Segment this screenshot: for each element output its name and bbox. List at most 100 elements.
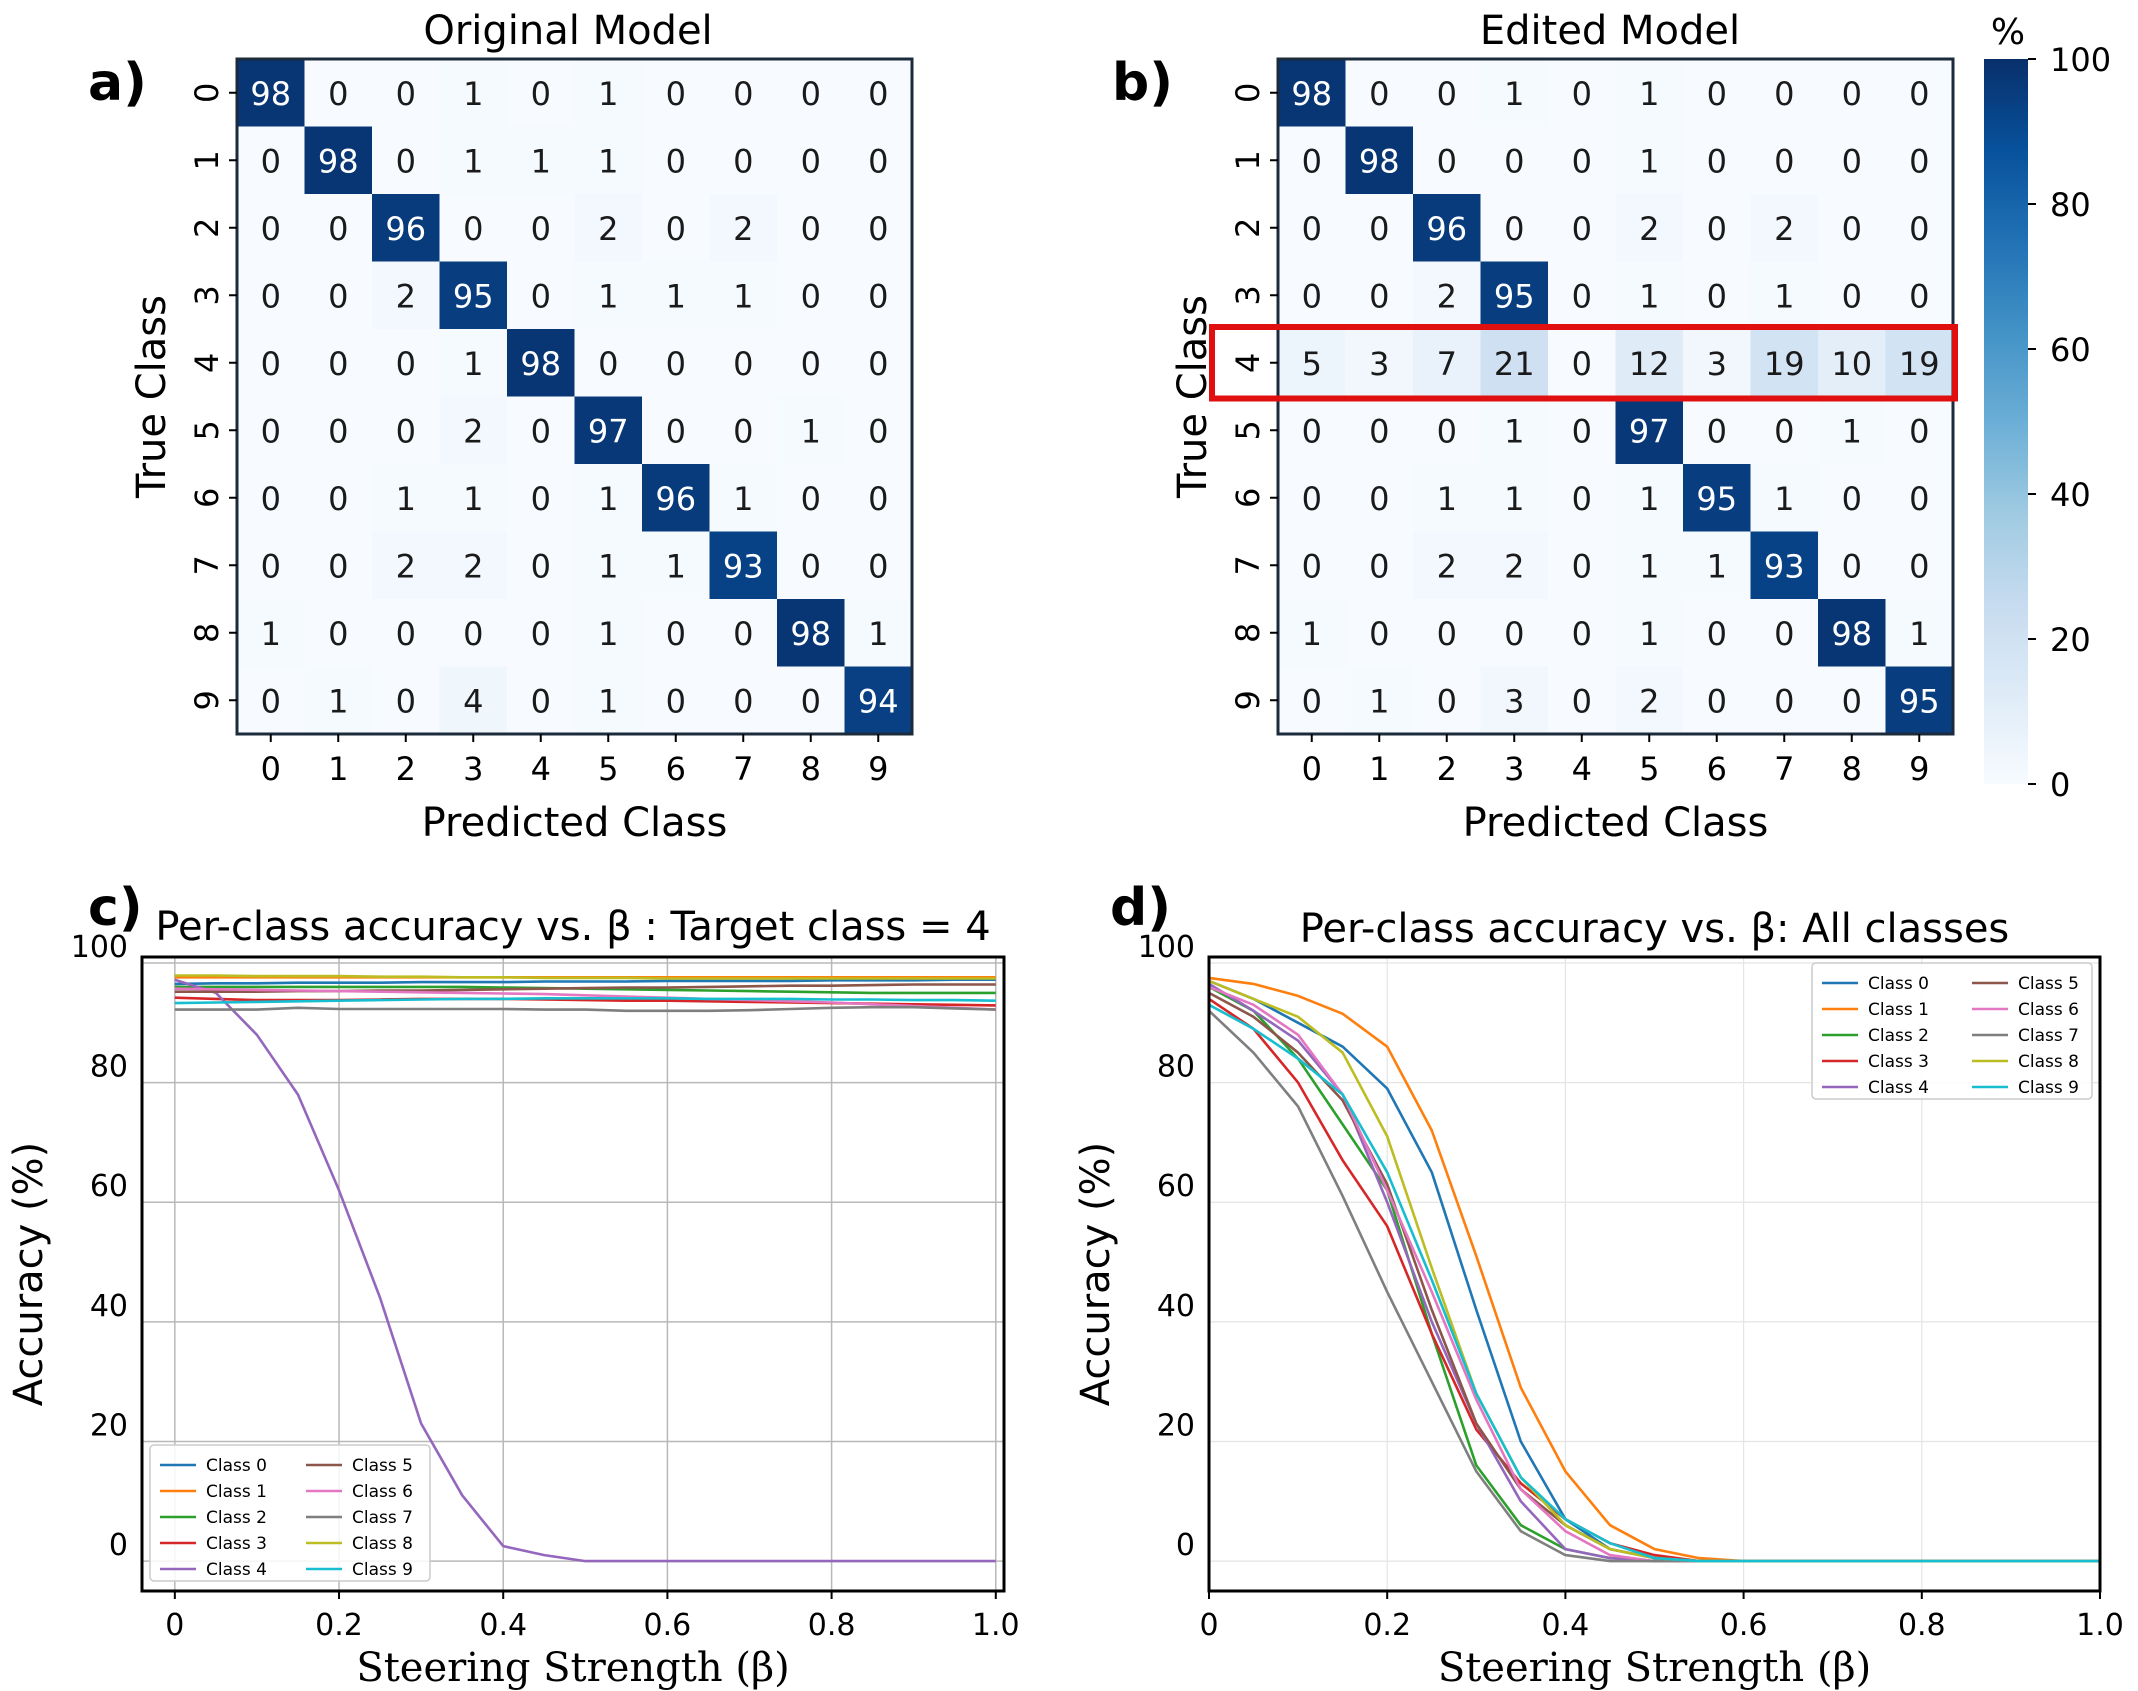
x-axis-label: Predicted Class	[422, 800, 728, 846]
y-tick-label: 9	[188, 690, 226, 710]
heatmap-cell	[237, 194, 305, 262]
cell-value: 0	[1707, 682, 1727, 720]
cell-value: 0	[1774, 615, 1794, 653]
cell-value: 98	[520, 345, 561, 383]
cell-value: 1	[801, 412, 821, 450]
heatmap-cell	[507, 126, 575, 195]
cell-value: 0	[261, 480, 281, 518]
cell-value: 1	[463, 142, 483, 180]
x-tick-label: 4	[1572, 750, 1592, 788]
cell-value: 0	[1842, 75, 1862, 113]
y-tick-label: 40	[90, 1289, 128, 1324]
cell-value: 0	[1572, 547, 1592, 585]
heatmap-cell	[1278, 464, 1346, 532]
cell-value: 0	[1842, 547, 1862, 585]
cell-value: 1	[1774, 480, 1794, 518]
colorbar-tick-label: 100	[2050, 41, 2111, 79]
y-tick-label: 40	[1157, 1289, 1195, 1324]
cell-value: 0	[733, 142, 753, 180]
heatmap-cell	[1548, 666, 1616, 735]
heatmap-cell	[372, 59, 440, 127]
cell-value: 3	[1504, 682, 1524, 720]
heatmap-cell	[372, 194, 440, 262]
cell-value: 19	[1764, 345, 1805, 383]
heatmap-cell	[709, 666, 778, 735]
x-tick-label: 1.0	[972, 1608, 1020, 1643]
cell-value: 0	[1437, 412, 1457, 450]
heatmap-cell	[1885, 464, 1954, 532]
heatmap-cell	[439, 194, 508, 262]
cell-value: 4	[463, 682, 483, 720]
cell-value: 1	[598, 142, 618, 180]
x-tick-label: 0.4	[479, 1608, 527, 1643]
heatmap-cell	[1345, 599, 1414, 667]
series-line-class-7	[174, 1005, 996, 1013]
heatmap-cell	[1480, 599, 1549, 667]
heatmap-cell	[642, 531, 710, 600]
cell-value: 1	[1707, 547, 1727, 585]
cell-value: 0	[1909, 277, 1929, 315]
heatmap-cell	[1615, 329, 1684, 397]
cell-value: 0	[1369, 210, 1389, 248]
x-tick-label: 0	[1302, 750, 1322, 788]
cell-value: 2	[598, 210, 618, 248]
heatmap-cell	[1818, 396, 1886, 465]
heatmap-cell	[574, 464, 643, 532]
heatmap-cell	[1480, 59, 1549, 127]
cell-value: 0	[1369, 547, 1389, 585]
legend-label: Class 7	[2018, 1026, 2079, 1046]
heatmap-cell	[507, 261, 575, 330]
heatmap-cell	[1413, 464, 1481, 532]
heatmap-cell	[1683, 464, 1751, 532]
cell-value: 0	[1842, 682, 1862, 720]
y-tick-label: 6	[1229, 488, 1267, 508]
heatmap-cell	[777, 531, 845, 600]
heatmap-cell	[1413, 599, 1481, 667]
heatmap-cell	[1480, 531, 1549, 600]
heatmap-cell	[1548, 59, 1616, 127]
heatmap-cell	[1750, 666, 1819, 735]
heatmap-cell	[1683, 126, 1751, 195]
heatmap-cell	[1818, 261, 1886, 330]
heatmap-cell	[237, 261, 305, 330]
colorbar-tick-label: 0	[2050, 766, 2070, 804]
cell-value: 1	[1504, 75, 1524, 113]
heatmap-cell	[304, 194, 373, 262]
cell-value: 2	[1639, 682, 1659, 720]
cell-value: 0	[1437, 682, 1457, 720]
colorbar-tick-label: 40	[2050, 476, 2091, 514]
cell-value: 0	[1707, 615, 1727, 653]
heatmap-cell	[237, 599, 305, 667]
heatmap-frame	[235, 57, 914, 736]
cell-value: 0	[666, 412, 686, 450]
cell-value: 0	[1842, 480, 1862, 518]
x-tick-label: 0.6	[1720, 1608, 1768, 1643]
x-tick-label: 3	[463, 750, 483, 788]
heatmap-cell	[1818, 599, 1886, 667]
heatmap-cell	[709, 194, 778, 262]
cell-value: 0	[328, 615, 348, 653]
cell-value: 1	[1639, 75, 1659, 113]
x-tick-label: 0.4	[1542, 1608, 1590, 1643]
heatmap-cell	[777, 126, 845, 195]
cell-value: 0	[733, 682, 753, 720]
legend-label: Class 6	[352, 1482, 413, 1502]
x-tick-label: 0.2	[1363, 1608, 1411, 1643]
chart-title: Per-class accuracy vs. β: All classes	[1300, 906, 2010, 952]
x-tick-label: 8	[1842, 750, 1862, 788]
y-tick-label: 5	[188, 420, 226, 440]
heatmap-cell	[1548, 599, 1616, 667]
cell-value: 2	[1774, 210, 1794, 248]
cell-value: 0	[1369, 480, 1389, 518]
x-tick-label: 2	[396, 750, 416, 788]
heatmap-cell	[709, 261, 778, 330]
cell-value: 0	[1572, 412, 1592, 450]
heatmap-cell	[1818, 126, 1886, 195]
cell-value: 0	[1909, 210, 1929, 248]
y-tick-label: 8	[188, 623, 226, 643]
heatmap-cell	[844, 261, 913, 330]
cell-value: 0	[1707, 277, 1727, 315]
y-tick-label: 0	[1229, 83, 1267, 103]
heatmap-cell	[1615, 464, 1684, 532]
heatmap-cell	[1885, 194, 1954, 262]
